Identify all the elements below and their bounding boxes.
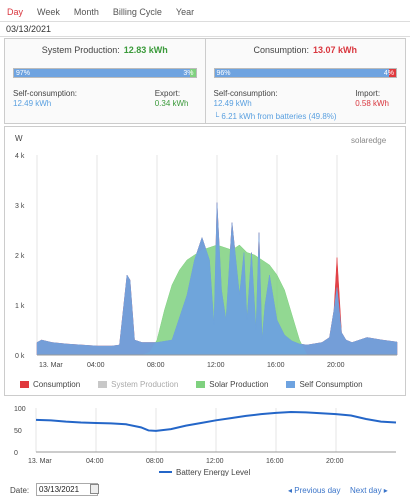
tab-billing-cycle[interactable]: Billing Cycle (112, 7, 162, 17)
tab-week[interactable]: Week (37, 7, 60, 17)
import-value: 0.58 kWh (355, 99, 389, 108)
production-label: System Production: (41, 45, 120, 55)
production-self-pct: 97% (16, 70, 31, 77)
consumption-self-value: 12.49 kWh (213, 99, 252, 108)
export-label: Export: (154, 89, 181, 98)
date-footer: Date: ◂ Previous day Next day ▸ (0, 480, 410, 500)
x-tick-label: 12:00 (206, 458, 224, 465)
battery-legend-label[interactable]: Battery Energy Level (176, 468, 250, 477)
y-tick-label: 3 k (15, 203, 25, 210)
date-label: Date: (10, 486, 30, 495)
production-self-label: Self-consumption: (13, 89, 78, 98)
legend-consumption-label: Consumption (33, 380, 81, 389)
production-export-pct: 3% (183, 70, 194, 77)
y-axis-unit: W (15, 134, 23, 143)
consumption-bar: 96% 4% (213, 68, 397, 78)
production-export: Export: 0.34 kWh (155, 89, 189, 109)
x-tick-label: 04:00 (86, 458, 104, 465)
tab-day[interactable]: Day (7, 7, 24, 17)
y-tick-label: 4 k (15, 153, 25, 160)
logo-text: solaredge (351, 136, 387, 145)
y-tick-label: 0 (14, 450, 18, 457)
import-label: Import: (355, 89, 381, 98)
production-panel: System Production: 12.83 kWh 97% 3% Self-… (5, 39, 206, 123)
power-chart-container: 13. Mar 04:00 08:00 12:00 16:00 20:00 0 k 1 k 2 … (4, 126, 406, 396)
y-tick-label: 100 (14, 406, 26, 413)
solar-production-swatch (196, 381, 206, 388)
production-self-fill (14, 69, 191, 77)
y-tick-label: 50 (14, 428, 22, 435)
consumption-value: 13.07 kWh (313, 45, 358, 55)
consumption-self-fill (214, 69, 389, 77)
tab-year[interactable]: Year (175, 7, 195, 17)
solaredge-logo: solaredge (351, 136, 387, 145)
consumption-title: Consumption: 13.07 kWh (214, 45, 398, 55)
next-day-link[interactable]: Next day ▸ (350, 486, 388, 495)
x-tick-label: 20:00 (327, 362, 345, 369)
battery-level-line (35, 410, 397, 432)
x-tick-label: 08:00 (146, 458, 164, 465)
legend-solar-production[interactable]: Solar Production (196, 380, 268, 389)
consumption-import-fill (388, 69, 396, 77)
legend-consumption[interactable]: Consumption (20, 380, 80, 389)
x-tick-label: 08:00 (147, 362, 165, 369)
production-self-consumption: Self-consumption: 12.49 kWh (13, 89, 77, 109)
production-value: 12.83 kWh (123, 45, 168, 55)
x-tick-label: 12:00 (207, 362, 225, 369)
battery-chart-container: 13. Mar 04:00 08:00 12:00 16:00 20:00 0 50 100 B… (4, 400, 406, 477)
series-self-consumption (36, 202, 398, 356)
consumption-self-consumption: Self-consumption: 12.49 kWh └ 6.21 kWh f… (214, 89, 337, 122)
battery-chart: 13. Mar 04:00 08:00 12:00 16:00 20:00 0 50 100 B… (14, 406, 397, 477)
x-tick-label: 16:00 (267, 362, 285, 369)
y-tick-label: 0 k (15, 353, 25, 360)
consumption-label: Consumption: (253, 45, 309, 55)
system-production-swatch (98, 381, 108, 388)
consumption-import-pct: 4% (383, 70, 394, 77)
y-tick-label: 2 k (15, 253, 25, 260)
x-tick-label: 13. Mar (28, 458, 52, 465)
consumption-swatch (20, 381, 29, 388)
calendar-icon[interactable] (90, 484, 99, 494)
x-tick-label: 04:00 (87, 362, 105, 369)
date-input[interactable] (36, 483, 98, 496)
power-chart-legend: Consumption System Production Solar Prod… (20, 380, 363, 389)
summary-panels: System Production: 12.83 kWh 97% 3% Self-… (4, 38, 406, 124)
legend-self-consumption-label: Self Consumption (299, 380, 363, 389)
battery-contribution-note: └ 6.21 kWh from batteries (49.8%) (213, 112, 337, 121)
tab-month[interactable]: Month (73, 7, 99, 17)
period-tabs: Day Week Month Billing Cycle Year (0, 0, 410, 22)
production-self-value: 12.49 kWh (13, 99, 52, 108)
x-tick-label: 20:00 (326, 458, 344, 465)
x-tick-label: 13. Mar (39, 362, 63, 369)
consumption-import: Import: 0.58 kWh (355, 89, 389, 109)
self-consumption-swatch (286, 381, 296, 388)
y-tick-label: 1 k (15, 303, 25, 310)
consumption-self-pct: 96% (216, 70, 231, 77)
legend-solar-production-label: Solar Production (209, 380, 269, 389)
export-value: 0.34 kWh (154, 99, 189, 108)
x-tick-label: 16:00 (266, 458, 284, 465)
previous-day-link[interactable]: ◂ Previous day (288, 486, 341, 495)
legend-system-production[interactable]: System Production (98, 380, 178, 389)
current-date: 03/13/2021 (0, 22, 410, 37)
production-title: System Production: 12.83 kWh (13, 45, 197, 55)
legend-system-production-label: System Production (111, 380, 179, 389)
legend-self-consumption[interactable]: Self Consumption (286, 380, 363, 389)
power-chart: 13. Mar 04:00 08:00 12:00 16:00 20:00 0 k 1 k 2 … (15, 134, 398, 369)
production-bar: 97% 3% (13, 68, 197, 78)
production-export-fill (190, 69, 196, 77)
consumption-self-label: Self-consumption: (213, 89, 278, 98)
consumption-panel: Consumption: 13.07 kWh 96% 4% Self-consum… (206, 39, 406, 123)
